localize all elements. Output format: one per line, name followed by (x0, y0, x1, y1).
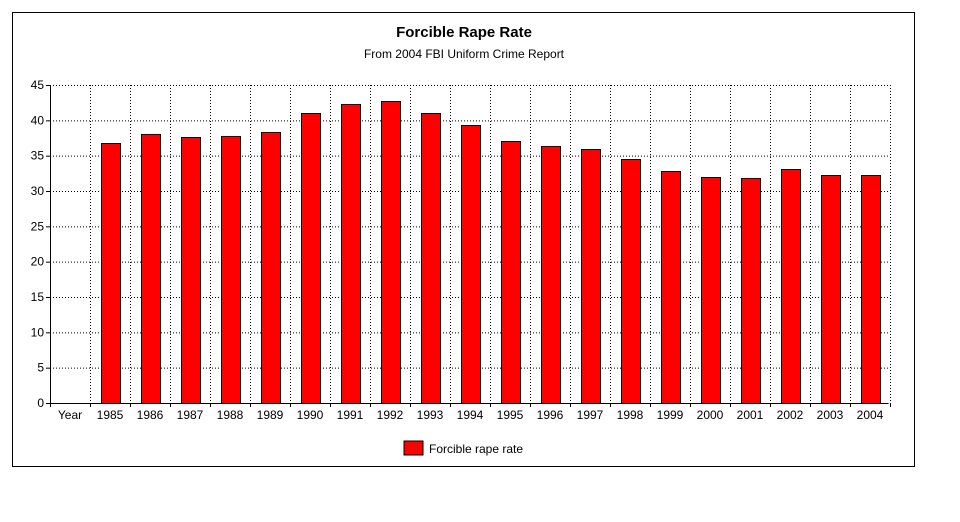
bar (341, 104, 361, 404)
bar (461, 125, 481, 404)
x-tick-label: 2000 (697, 408, 724, 422)
bar (501, 141, 521, 404)
legend: Forcible rape rate (403, 440, 523, 456)
bar (101, 143, 121, 404)
legend-label: Forcible rape rate (429, 442, 523, 456)
legend-swatch (403, 440, 424, 456)
axes (46, 85, 891, 407)
x-tick-label: 1993 (417, 408, 444, 422)
chart-title: Forcible Rape Rate (396, 24, 532, 41)
bar (581, 149, 601, 404)
bar (221, 136, 241, 404)
y-tick-label: 25 (31, 219, 45, 233)
bar (821, 175, 841, 404)
bar (861, 175, 881, 404)
bar (741, 178, 761, 404)
bar (141, 134, 161, 404)
x-tick-label: 1988 (217, 408, 244, 422)
y-tick-label: 20 (31, 255, 45, 269)
grid-lines (50, 85, 891, 403)
x-tick-label: 1990 (297, 408, 324, 422)
x-tick-label: 1996 (537, 408, 564, 422)
x-tick-label: 2002 (777, 408, 804, 422)
bar (701, 177, 721, 404)
y-tick-label: 35 (31, 149, 45, 163)
chart-svg: Forcible Rape Rate From 2004 FBI Uniform… (31, 24, 891, 456)
x-tick-label: 1999 (657, 408, 684, 422)
y-tick-label: 30 (31, 184, 45, 198)
x-tick-label: 1992 (377, 408, 404, 422)
y-tick-label: 10 (31, 325, 45, 339)
bar (301, 113, 321, 404)
x-tick-label: 1991 (337, 408, 364, 422)
bar (261, 132, 281, 404)
y-tick-label: 5 (37, 361, 44, 375)
bar (661, 171, 681, 404)
y-tick-label: 40 (31, 113, 45, 127)
x-axis-label: Year (58, 408, 82, 422)
x-tick-label: 2003 (817, 408, 844, 422)
x-tick-label: 1989 (257, 408, 284, 422)
x-tick-label: 1994 (457, 408, 484, 422)
chart-subtitle: From 2004 FBI Uniform Crime Report (364, 47, 565, 61)
bar (781, 169, 801, 404)
bar (421, 113, 441, 404)
x-tick-label: 1995 (497, 408, 524, 422)
bar (381, 101, 401, 404)
x-tick-label: 2001 (737, 408, 764, 422)
x-tick-label: 1997 (577, 408, 604, 422)
y-tick-label: 15 (31, 290, 45, 304)
bar (621, 159, 641, 404)
bar (181, 137, 201, 404)
chart-frame: Forcible Rape Rate From 2004 FBI Uniform… (12, 12, 915, 467)
bar (541, 146, 561, 404)
y-tick-label: 45 (31, 78, 45, 92)
x-tick-label: 1985 (97, 408, 124, 422)
bars (101, 101, 881, 404)
x-tick-label: 1986 (137, 408, 164, 422)
y-tick-labels: 0 5 10 15 20 25 30 35 40 45 (31, 78, 45, 410)
x-tick-label: 2004 (857, 408, 884, 422)
y-tick-label: 0 (37, 396, 44, 410)
x-tick-labels: Year 1985 1986 1987 1988 1989 1990 1991 1992 199… (58, 408, 884, 422)
x-tick-label: 1987 (177, 408, 204, 422)
x-tick-label: 1998 (617, 408, 644, 422)
